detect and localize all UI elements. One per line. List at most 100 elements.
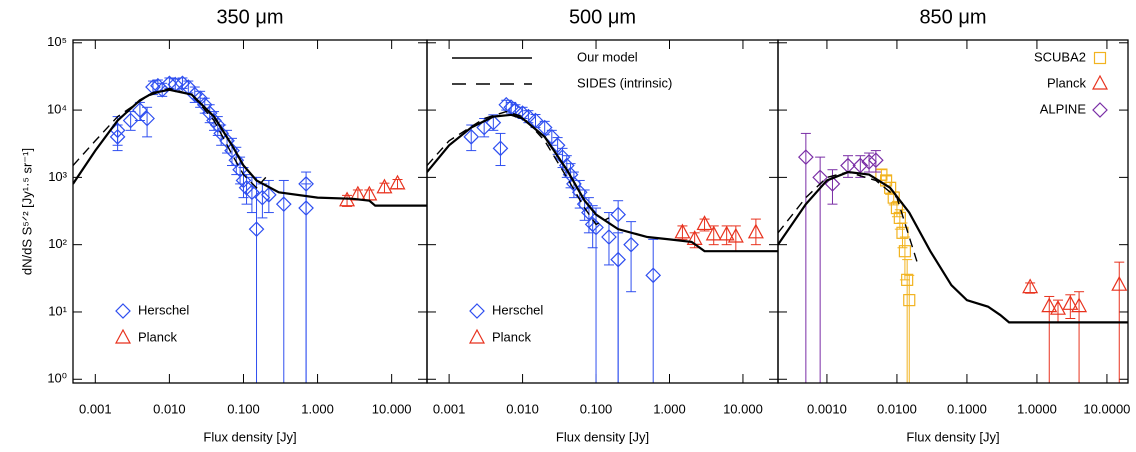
x-tick-label: 0.001: [433, 401, 466, 416]
triangle-marker: [114, 328, 132, 344]
diamond-marker: [260, 187, 277, 203]
model-line: [427, 110, 610, 226]
x-tick-label: 0.100: [580, 401, 613, 416]
model-line: [778, 170, 1128, 324]
x-tick-label: 0.010: [153, 401, 186, 416]
model-line: [73, 88, 427, 207]
x-tick-label: 10.000: [723, 401, 763, 416]
x-tick-label: 1.0000: [1017, 401, 1057, 416]
diamond-marker: [536, 119, 553, 136]
triangle-marker: [747, 223, 764, 239]
model-line: [427, 113, 778, 253]
plot-area: [427, 96, 778, 383]
legend-label: Planck: [138, 329, 178, 344]
legend-label: ALPINE: [1040, 101, 1087, 116]
triangle-marker: [376, 178, 393, 194]
diamond-marker: [235, 172, 252, 189]
triangle-marker: [674, 223, 691, 239]
legend-label: Herschel: [138, 302, 189, 317]
diamond-marker: [868, 152, 884, 169]
legend-label: Planck: [1047, 75, 1087, 90]
x-axis-label: Flux density [Jy]: [556, 429, 649, 444]
triangle-marker: [1111, 275, 1128, 291]
x-tick-label: 0.0100: [877, 401, 917, 416]
diamond-marker: [115, 303, 131, 319]
square-marker: [901, 273, 914, 286]
panel-frame: [777, 39, 1129, 384]
diamond-marker: [248, 221, 265, 238]
diamond-marker: [610, 206, 626, 223]
y-tick-label: 10⁵: [47, 34, 67, 49]
triangle-marker: [1022, 278, 1039, 294]
x-tick-label: 10.000: [372, 401, 412, 416]
square-marker: [903, 294, 916, 307]
diamond-marker: [861, 154, 877, 170]
x-tick-label: 1.000: [653, 401, 686, 416]
square-marker: [1093, 51, 1107, 65]
diamond-marker: [588, 219, 604, 236]
diamond-marker: [485, 114, 502, 131]
triangle-marker: [389, 174, 406, 190]
diamond-marker: [798, 149, 814, 165]
diamond-marker: [645, 267, 662, 284]
model-line: [778, 171, 919, 266]
triangle-marker: [1071, 297, 1088, 313]
diamond-marker: [275, 196, 292, 213]
triangle-marker: [1041, 297, 1058, 313]
triangle-marker: [705, 225, 722, 241]
x-tick-label: 10.0000: [1083, 401, 1130, 416]
y-tick-label: 10⁴: [47, 102, 67, 117]
panel-title: 500 μm: [569, 6, 636, 28]
y-tick-label: 10³: [48, 169, 67, 184]
y-tick-label: 10¹: [48, 303, 67, 318]
legend-label: Planck: [492, 329, 532, 344]
panel-title: 850 μm: [919, 6, 986, 28]
diamond-marker: [1092, 102, 1108, 118]
diamond-marker: [109, 129, 126, 145]
diamond-marker: [209, 117, 226, 133]
triangle-marker: [1091, 74, 1109, 90]
diamond-marker: [824, 176, 841, 192]
square-marker: [896, 226, 909, 239]
triangle-marker: [727, 227, 744, 243]
diamond-marker: [549, 137, 566, 154]
y-axis-label: dN/dS S⁵ᐟ² [Jy¹·⁵ sr⁻¹]: [19, 148, 34, 275]
square-marker: [890, 201, 904, 215]
legend-label: SCUBA2: [1034, 49, 1086, 64]
diamond-marker: [254, 189, 271, 206]
diamond-marker: [298, 200, 314, 216]
plot-area: [778, 132, 1128, 383]
triangle-marker: [1049, 299, 1067, 315]
triangle-marker: [718, 225, 735, 241]
x-axis-label: Flux density [Jy]: [906, 429, 999, 444]
panel-title: 350 μm: [216, 6, 283, 28]
x-tick-label: 0.001: [79, 401, 112, 416]
x-tick-label: 0.1000: [947, 401, 987, 416]
diamond-marker: [492, 140, 509, 157]
legend-label: Our model: [577, 49, 638, 64]
legend-label: SIDES (intrinsic): [577, 75, 672, 90]
legend-label: Herschel: [492, 302, 543, 317]
x-tick-label: 0.0010: [807, 401, 847, 416]
panel-frame: [72, 39, 428, 384]
diamond-marker: [192, 90, 208, 107]
diamond-marker: [139, 110, 155, 127]
x-tick-label: 0.010: [506, 401, 539, 416]
y-tick-label: 10⁰: [47, 371, 67, 386]
plot-area: [73, 75, 427, 383]
diamond-marker: [601, 229, 617, 245]
triangle-marker: [468, 328, 486, 344]
diamond-marker: [122, 112, 139, 129]
x-tick-label: 1.000: [301, 401, 334, 416]
triangle-marker: [1062, 295, 1079, 310]
diamond-marker: [623, 236, 639, 253]
diamond-marker: [610, 251, 626, 268]
triangle-marker: [696, 215, 713, 231]
diamond-marker: [469, 303, 485, 319]
diamond-marker: [463, 129, 480, 145]
square-marker: [898, 245, 912, 258]
x-axis-label: Flux density [Jy]: [203, 429, 296, 444]
diamond-marker: [527, 112, 544, 129]
y-tick-label: 10²: [48, 236, 67, 251]
